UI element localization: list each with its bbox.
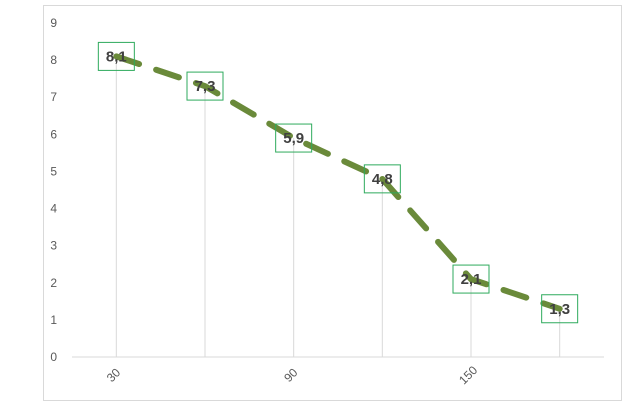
y-tick-label: 8 [50, 53, 57, 67]
y-tick-label: 1 [50, 313, 57, 327]
x-axis-labels: 30 90 150 [104, 363, 481, 387]
data-label: 5,9 [275, 123, 313, 153]
y-tick-label: 5 [50, 164, 57, 178]
data-label-box [97, 41, 135, 71]
y-axis-labels: 0 1 2 3 4 5 6 7 8 9 [50, 16, 57, 364]
y-tick-label: 4 [50, 202, 57, 216]
chart-frame [43, 5, 622, 401]
data-label-box [541, 294, 579, 324]
data-label-text: 8,1 [106, 48, 127, 65]
data-label-text: 5,9 [283, 130, 304, 147]
x-tick-label: 30 [104, 365, 124, 385]
y-tick-label: 2 [50, 276, 57, 290]
data-label-box [186, 71, 224, 101]
y-tick-label: 9 [50, 16, 57, 30]
data-label-text: 2,1 [461, 271, 482, 288]
data-label: 1,3 [541, 294, 579, 324]
data-label: 8,1 [97, 41, 135, 71]
drop-lines [115, 56, 561, 357]
y-tick-label: 3 [50, 239, 57, 253]
y-tick-label: 0 [50, 350, 57, 364]
x-tick-label: 90 [281, 365, 301, 385]
data-label-text: 4,8 [372, 171, 393, 188]
data-label-text: 1,3 [549, 301, 570, 318]
data-labels: 8,1 7,3 5,9 4,8 2,1 1,3 [97, 41, 579, 324]
data-label: 7,3 [186, 71, 224, 101]
y-tick-label: 6 [50, 127, 57, 141]
y-tick-label: 7 [50, 90, 57, 104]
data-label-box [452, 264, 490, 294]
series-line [113, 53, 563, 312]
data-label-box [275, 123, 313, 153]
x-tick-label: 150 [456, 363, 480, 387]
data-label-box [363, 164, 401, 194]
data-label: 4,8 [363, 164, 401, 194]
data-label-text: 7,3 [195, 78, 216, 95]
data-label: 2,1 [452, 264, 490, 294]
